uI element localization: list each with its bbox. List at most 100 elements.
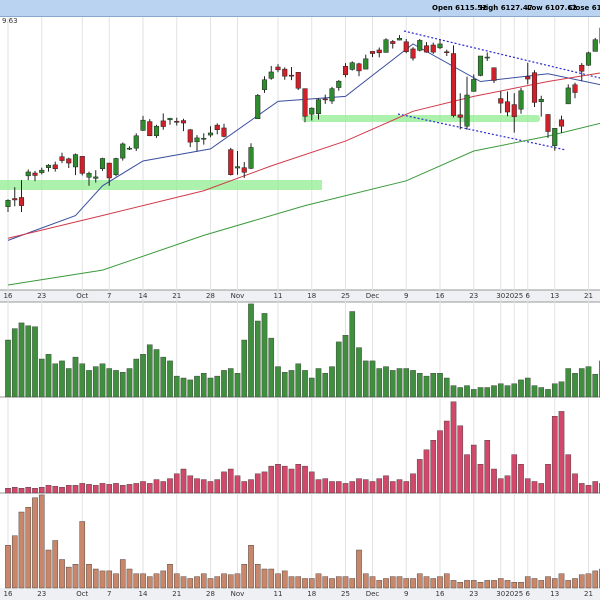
volume-bar xyxy=(396,576,403,589)
volume-bar xyxy=(234,373,241,398)
volume-bar xyxy=(464,454,470,494)
volume-bar xyxy=(45,549,52,589)
volume-bar xyxy=(275,573,281,589)
volume-bar xyxy=(403,578,410,589)
volume-bar xyxy=(194,375,200,398)
volume-bar xyxy=(369,576,376,589)
candle-body xyxy=(93,176,99,179)
volume-bar xyxy=(443,573,450,589)
candle-body xyxy=(248,147,254,169)
candle-body xyxy=(288,74,295,77)
volume-bar xyxy=(504,580,511,589)
volume-bar xyxy=(207,481,214,494)
volume-bar xyxy=(437,430,443,494)
candle-body xyxy=(255,95,261,120)
volume-bar xyxy=(342,483,349,494)
volume-bar xyxy=(180,377,187,398)
volume-bar xyxy=(315,479,322,494)
volume-bar xyxy=(585,485,592,494)
x-tick-label: 25 xyxy=(341,292,350,300)
volume-bar xyxy=(585,366,592,398)
volume-bar xyxy=(430,440,437,494)
volume-bar xyxy=(518,464,524,494)
volume-bar xyxy=(173,375,180,398)
volume-bar xyxy=(140,481,146,494)
volume-bar xyxy=(5,339,11,398)
volume-bar xyxy=(79,363,86,398)
volume-bar xyxy=(281,372,288,398)
volume-bar xyxy=(396,479,403,494)
volume-bar xyxy=(295,464,302,494)
volume-bar xyxy=(52,363,59,398)
volume-bar xyxy=(32,497,38,589)
volume-bar xyxy=(592,374,599,398)
volume-bar xyxy=(38,358,45,398)
candle-body xyxy=(99,158,106,169)
volume-bar xyxy=(376,478,383,494)
volume-bar xyxy=(5,488,11,494)
support-zone xyxy=(302,115,540,122)
candle-body xyxy=(464,94,470,127)
candle-body xyxy=(302,88,308,117)
volume-bar xyxy=(538,580,545,589)
volume-bar xyxy=(558,573,565,589)
volume-bar xyxy=(288,468,295,494)
volume-bar xyxy=(410,578,416,589)
volume-bar xyxy=(254,320,261,398)
x-tick-label: 9 xyxy=(404,590,408,598)
x-tick-label: 23 xyxy=(469,590,478,598)
volume-bar xyxy=(470,389,477,398)
candle-body xyxy=(25,171,31,177)
volume-bar xyxy=(167,564,173,589)
candle-body xyxy=(261,79,268,90)
volume-bar xyxy=(389,481,396,494)
candle-body xyxy=(376,49,382,54)
volume-bar xyxy=(32,326,38,398)
volume-bar xyxy=(248,303,254,398)
candle-body xyxy=(241,167,247,173)
candle-body xyxy=(356,63,362,72)
volume-bar xyxy=(167,478,173,494)
volume-bar xyxy=(565,368,572,398)
x-tick-label: 2025 xyxy=(505,292,523,300)
volume-bar xyxy=(113,573,119,589)
moving-average xyxy=(7,43,600,241)
volume-bar xyxy=(119,559,126,589)
volume-bar xyxy=(389,576,396,589)
volume-bar xyxy=(207,377,214,398)
candle-body xyxy=(59,156,65,161)
candle-body xyxy=(477,55,484,76)
volume-bar xyxy=(518,379,524,398)
volume-bar xyxy=(410,370,416,398)
volume-bar xyxy=(477,582,484,589)
volume-bar xyxy=(234,573,241,589)
volume-bar xyxy=(356,478,362,494)
candle-body xyxy=(491,67,497,81)
volume-bar xyxy=(160,356,167,398)
volume-bar xyxy=(281,465,288,494)
candle-body xyxy=(423,45,430,53)
volume-bar xyxy=(322,373,329,398)
volume-bar xyxy=(423,449,430,494)
candle-body xyxy=(5,200,11,207)
volume-bar xyxy=(308,471,315,494)
volume-bar xyxy=(322,576,329,589)
volume-bar xyxy=(565,454,572,494)
volume-bar xyxy=(187,578,194,589)
volume-bar xyxy=(200,479,207,494)
candle-body xyxy=(66,158,72,164)
candle-body xyxy=(585,52,592,66)
volume-bar xyxy=(545,576,551,589)
volume-bar xyxy=(133,573,140,589)
volume-bar xyxy=(308,578,315,589)
x-tick-label: 16 xyxy=(4,590,13,598)
candle-body xyxy=(538,99,544,102)
volume-bar xyxy=(25,487,32,494)
volume-bar xyxy=(113,483,119,494)
x-tick-label: 16 xyxy=(436,292,445,300)
volume-bar xyxy=(288,370,295,398)
candle-body xyxy=(160,120,166,127)
volume-bar xyxy=(52,486,59,494)
volume-bar xyxy=(558,381,565,398)
candle-body xyxy=(383,39,389,53)
